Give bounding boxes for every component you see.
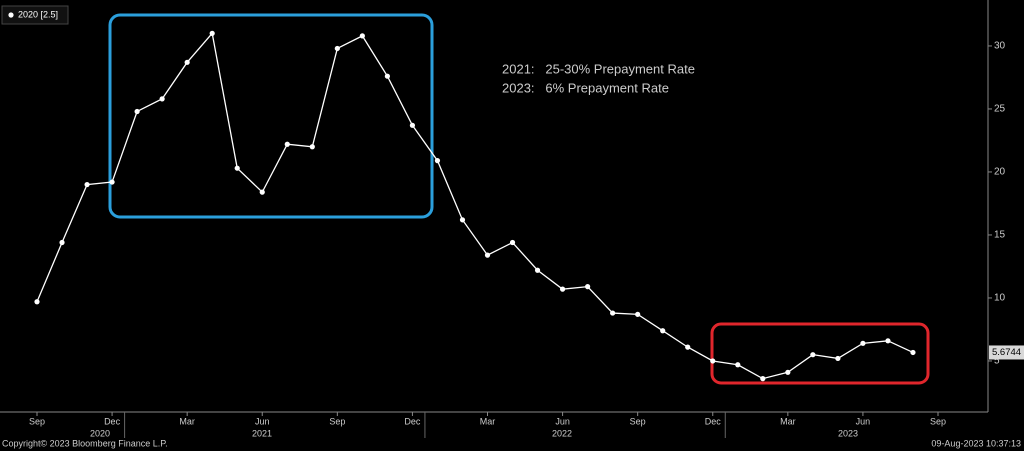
- footer-copyright: Copyright© 2023 Bloomberg Finance L.P.: [2, 438, 168, 448]
- legend-label: 2020 [2.5]: [18, 9, 58, 19]
- x-tick-label: Mar: [480, 416, 496, 426]
- point: [710, 358, 716, 364]
- x-tick-label: Mar: [780, 416, 796, 426]
- point: [635, 311, 641, 317]
- legend: [1, 5, 69, 25]
- x-tick-label: Jun: [255, 416, 270, 426]
- y-tick-label: 25: [994, 104, 1006, 115]
- x-tick-label: Mar: [179, 416, 195, 426]
- point: [760, 376, 766, 382]
- y-tick-label: 30: [994, 41, 1006, 52]
- annotation: 2021: 25-30% Prepayment Rate: [502, 61, 695, 76]
- x-tick-label: Dec: [104, 416, 121, 426]
- point: [159, 96, 165, 102]
- point: [459, 217, 466, 223]
- year-label: 2023: [838, 428, 858, 438]
- footer-timestamp: 09-Aug-2023 10:37:13: [931, 438, 1021, 448]
- point: [785, 369, 791, 375]
- point: [284, 141, 290, 147]
- y-tick-label: 10: [994, 293, 1006, 304]
- point: [34, 299, 40, 305]
- series-line: [36, 31, 914, 380]
- point: [359, 33, 365, 39]
- legend-marker: [8, 12, 14, 18]
- point: [835, 355, 841, 362]
- x-tick-label: Sep: [29, 416, 45, 426]
- last-value-tag: [989, 345, 1024, 360]
- point: [409, 122, 416, 128]
- point: [910, 349, 916, 356]
- year-label: 2020: [90, 428, 110, 438]
- point: [259, 189, 265, 195]
- point: [384, 73, 390, 79]
- point: [484, 252, 491, 258]
- annotation: 2023: 6% Prepayment Rate: [502, 80, 669, 95]
- last-value-label: 5.6744: [992, 347, 1021, 358]
- y-tick-label: 5: [994, 356, 1000, 367]
- x-tick-label: Sep: [930, 416, 946, 426]
- point: [610, 310, 616, 316]
- point: [735, 362, 741, 368]
- point: [660, 328, 666, 334]
- x-tick-label: Sep: [630, 416, 646, 426]
- x-tick-label: Dec: [404, 416, 421, 426]
- point: [309, 144, 315, 150]
- point: [810, 352, 816, 358]
- point: [509, 239, 516, 246]
- point: [434, 158, 441, 164]
- point: [585, 284, 591, 290]
- point: [334, 45, 340, 52]
- point: [109, 179, 115, 185]
- point: [209, 30, 215, 36]
- x-tick-label: Dec: [705, 416, 722, 426]
- point: [134, 108, 140, 115]
- y-tick-label: 20: [994, 167, 1006, 178]
- point: [860, 340, 866, 346]
- x-tick-label: Sep: [329, 416, 345, 426]
- point: [559, 286, 566, 292]
- year-label: 2021: [252, 428, 272, 438]
- y-tick-label: 15: [994, 230, 1006, 241]
- highlight-box-2021: [108, 13, 434, 219]
- x-tick-label: Jun: [555, 416, 570, 426]
- x-tick-label: Jun: [856, 416, 871, 426]
- point: [234, 165, 240, 171]
- point: [534, 267, 541, 273]
- highlight-box-2023: [710, 322, 930, 385]
- point: [885, 338, 891, 344]
- point: [184, 59, 190, 65]
- point: [685, 344, 691, 350]
- year-label: 2022: [552, 428, 572, 438]
- point: [84, 181, 90, 188]
- point: [59, 239, 65, 246]
